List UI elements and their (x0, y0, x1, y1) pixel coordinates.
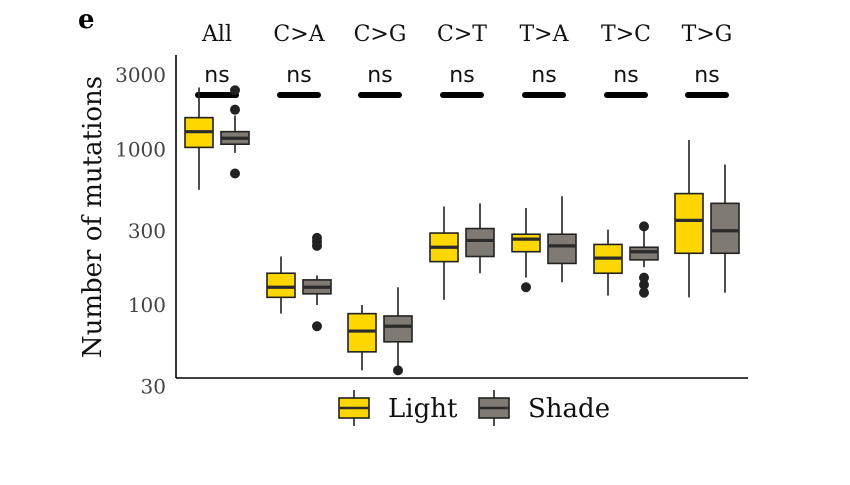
significance-label: ns (449, 63, 474, 88)
legend-label-light: Light (388, 394, 458, 424)
outlier-point (639, 272, 649, 283)
box-body (710, 202, 740, 255)
outlier-point (639, 287, 649, 298)
category-label: T>A (520, 22, 570, 47)
box-body (465, 227, 495, 258)
outlier-point (639, 221, 649, 232)
legend-key-shade (478, 390, 510, 426)
box-shade-1 (302, 232, 332, 332)
box-shade-6 (710, 164, 740, 293)
box-shade-5 (629, 221, 659, 298)
category-label: T>G (682, 22, 733, 47)
box-light-6 (674, 139, 704, 298)
legend: Light Shade (338, 390, 610, 426)
box-shade-4 (547, 196, 577, 283)
category-labels: All C>A C>G C>T T>A T>C T>G (201, 22, 732, 47)
box-light-5 (593, 229, 623, 296)
outlier-point (639, 279, 649, 290)
category-label: All (201, 22, 232, 47)
y-axis: 30 100 300 1000 3000 (115, 55, 748, 398)
box-light-2 (347, 305, 377, 371)
boxes (184, 85, 740, 376)
panel-label: e (78, 5, 95, 35)
box-body (674, 192, 704, 255)
y-tick-label: 3000 (115, 63, 166, 87)
box-light-4 (511, 208, 541, 293)
box-body (511, 233, 541, 253)
y-tick-label: 100 (128, 293, 166, 317)
y-tick-label: 30 (141, 374, 166, 398)
box-body (266, 272, 296, 299)
category-label: C>T (437, 22, 487, 47)
box-body (383, 315, 413, 343)
box-body (629, 246, 659, 261)
significance-annotations: ns ns ns ns ns ns ns (195, 63, 729, 98)
significance-label: ns (204, 63, 229, 88)
y-axis-label: Number of mutations (78, 76, 108, 358)
box-shade-3 (465, 203, 495, 274)
outlier-point (230, 104, 240, 115)
significance-label: ns (367, 63, 392, 88)
y-tick-label: 1000 (115, 137, 166, 161)
y-tick-label: 300 (128, 219, 166, 243)
box-shade-0 (220, 85, 250, 179)
outlier-point (230, 168, 240, 179)
outlier-point (393, 365, 403, 376)
significance-label: ns (531, 63, 556, 88)
category-label: C>G (354, 22, 407, 47)
box-body (547, 233, 577, 265)
category-label: T>C (601, 22, 651, 47)
legend-key-light (338, 390, 370, 426)
box-light-1 (266, 256, 296, 314)
box-shade-2 (383, 287, 413, 376)
outlier-point (312, 232, 322, 243)
significance-label: ns (694, 63, 719, 88)
significance-label: ns (613, 63, 638, 88)
outlier-point (230, 85, 240, 96)
outlier-point (312, 321, 322, 332)
box-light-0 (184, 87, 214, 190)
significance-label: ns (286, 63, 311, 88)
category-label: C>A (273, 22, 325, 47)
box-light-3 (429, 206, 459, 300)
outlier-point (521, 282, 531, 293)
legend-label-shade: Shade (528, 394, 610, 424)
box-body (347, 312, 377, 353)
